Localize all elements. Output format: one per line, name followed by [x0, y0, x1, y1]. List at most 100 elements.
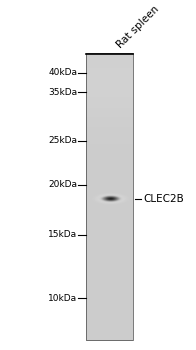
- Bar: [86, 127, 133, 128]
- Bar: [86, 318, 133, 320]
- Bar: [86, 329, 133, 330]
- Bar: [86, 257, 133, 258]
- Bar: [86, 314, 133, 316]
- Bar: [86, 109, 133, 110]
- Bar: [86, 270, 133, 271]
- Bar: [86, 198, 133, 199]
- Bar: [86, 294, 133, 296]
- Bar: [86, 206, 133, 208]
- Bar: [86, 213, 133, 214]
- Bar: [86, 296, 133, 298]
- Bar: [86, 289, 133, 291]
- Bar: [86, 75, 133, 76]
- Bar: [86, 261, 133, 262]
- Bar: [86, 305, 133, 306]
- Bar: [86, 136, 133, 138]
- Bar: [86, 54, 133, 340]
- Bar: [86, 161, 133, 162]
- Bar: [86, 88, 133, 89]
- Bar: [86, 71, 133, 72]
- Bar: [86, 174, 133, 175]
- Bar: [86, 75, 133, 77]
- Bar: [86, 215, 133, 216]
- Bar: [86, 225, 133, 226]
- Bar: [86, 56, 133, 57]
- Bar: [86, 246, 133, 248]
- Bar: [86, 279, 133, 280]
- Bar: [86, 85, 133, 86]
- Bar: [86, 334, 133, 335]
- Bar: [86, 202, 133, 203]
- Bar: [86, 319, 133, 321]
- Bar: [86, 277, 133, 279]
- Bar: [86, 162, 133, 164]
- Bar: [86, 194, 133, 195]
- Bar: [86, 135, 133, 136]
- Bar: [86, 72, 133, 74]
- Bar: [86, 134, 133, 135]
- Bar: [86, 57, 133, 58]
- Bar: [86, 151, 133, 152]
- Bar: [86, 144, 133, 146]
- Bar: [86, 93, 133, 94]
- Bar: [86, 297, 133, 299]
- Bar: [86, 199, 133, 200]
- Bar: [86, 275, 133, 276]
- Bar: [86, 224, 133, 225]
- Bar: [86, 168, 133, 169]
- Bar: [86, 186, 133, 187]
- Bar: [86, 64, 133, 65]
- Bar: [86, 128, 133, 129]
- Bar: [86, 328, 133, 329]
- Bar: [86, 61, 133, 62]
- Bar: [86, 314, 133, 315]
- Bar: [86, 165, 133, 167]
- Bar: [86, 133, 133, 134]
- Bar: [86, 184, 133, 186]
- Bar: [86, 309, 133, 310]
- Bar: [86, 177, 133, 178]
- Bar: [86, 226, 133, 228]
- Bar: [86, 136, 133, 137]
- Bar: [86, 196, 133, 197]
- Bar: [86, 335, 133, 336]
- Bar: [86, 259, 133, 260]
- Bar: [86, 182, 133, 184]
- Bar: [86, 114, 133, 115]
- Bar: [86, 93, 133, 95]
- Bar: [86, 223, 133, 224]
- Bar: [86, 197, 133, 198]
- Bar: [86, 283, 133, 284]
- Bar: [86, 251, 133, 253]
- Bar: [86, 204, 133, 206]
- Text: 35kDa: 35kDa: [48, 88, 77, 97]
- Bar: [86, 79, 133, 81]
- Bar: [86, 262, 133, 263]
- Bar: [86, 146, 133, 147]
- Bar: [86, 303, 133, 304]
- Bar: [86, 238, 133, 239]
- Bar: [86, 100, 133, 102]
- Bar: [86, 231, 133, 232]
- Bar: [86, 181, 133, 182]
- Bar: [86, 246, 133, 247]
- Bar: [86, 293, 133, 295]
- Bar: [86, 94, 133, 96]
- Bar: [86, 268, 133, 269]
- Bar: [86, 325, 133, 326]
- Bar: [86, 114, 133, 116]
- Bar: [86, 139, 133, 141]
- Bar: [86, 263, 133, 264]
- Bar: [86, 214, 133, 215]
- Bar: [86, 237, 133, 238]
- Bar: [86, 86, 133, 87]
- Bar: [86, 132, 133, 133]
- Bar: [86, 191, 133, 193]
- Bar: [86, 188, 133, 189]
- Bar: [86, 89, 133, 90]
- Bar: [86, 293, 133, 294]
- Bar: [86, 176, 133, 177]
- Bar: [86, 235, 133, 236]
- Bar: [86, 242, 133, 243]
- Bar: [86, 339, 133, 341]
